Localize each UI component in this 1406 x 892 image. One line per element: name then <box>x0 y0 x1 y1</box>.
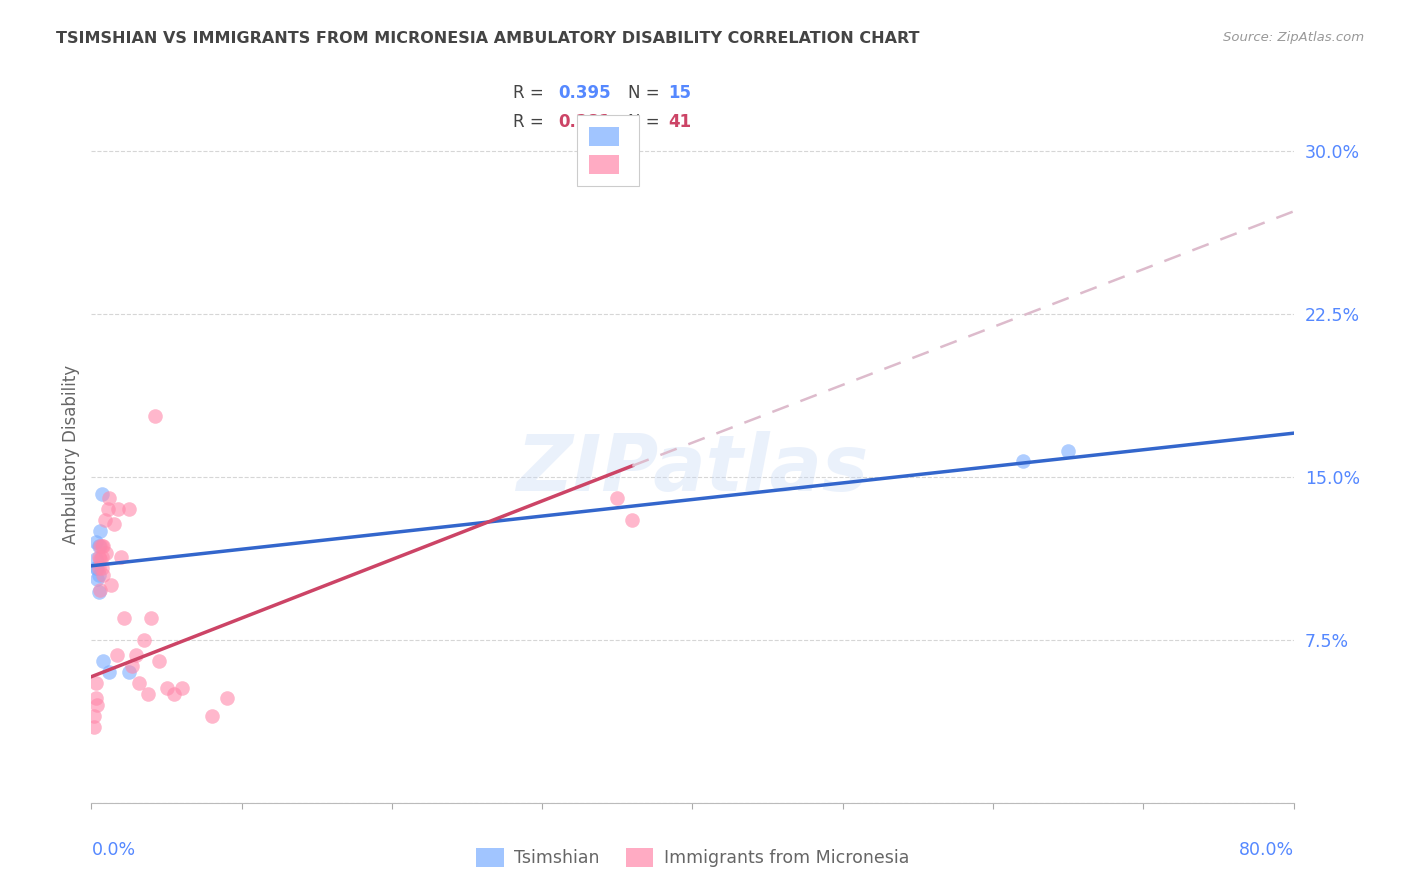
Point <box>86 698 108 712</box>
Point <box>90 487 112 501</box>
Point <box>103 517 125 532</box>
Point <box>90 539 112 553</box>
Point <box>84 676 107 690</box>
Point <box>89 539 111 553</box>
Point <box>87 550 110 565</box>
Point <box>141 611 163 625</box>
Text: 80.0%: 80.0% <box>1239 841 1294 859</box>
Point <box>87 567 110 582</box>
Point <box>155 681 177 695</box>
Point <box>143 409 166 423</box>
Point <box>118 665 141 680</box>
Y-axis label: Ambulatory Disability: Ambulatory Disability <box>62 366 80 544</box>
Text: 0.281: 0.281 <box>558 113 610 131</box>
Text: 41: 41 <box>668 113 690 131</box>
Point <box>121 658 143 673</box>
Text: R =: R = <box>513 113 550 131</box>
Point <box>107 502 129 516</box>
Point <box>93 655 115 669</box>
Point <box>118 502 141 516</box>
Point <box>86 572 108 586</box>
Point <box>93 539 115 553</box>
Point <box>97 502 120 516</box>
Text: R =: R = <box>513 84 550 102</box>
Point <box>170 681 193 695</box>
Point <box>84 552 107 566</box>
Point <box>84 535 107 549</box>
Text: Source: ZipAtlas.com: Source: ZipAtlas.com <box>1223 31 1364 45</box>
Point <box>89 582 111 597</box>
Legend: Tsimshian, Immigrants from Micronesia: Tsimshian, Immigrants from Micronesia <box>468 841 917 874</box>
Text: TSIMSHIAN VS IMMIGRANTS FROM MICRONESIA AMBULATORY DISABILITY CORRELATION CHART: TSIMSHIAN VS IMMIGRANTS FROM MICRONESIA … <box>56 31 920 46</box>
Point <box>215 691 238 706</box>
Text: 0.0%: 0.0% <box>91 841 135 859</box>
Point <box>621 513 644 527</box>
Point <box>98 491 121 506</box>
Point <box>110 550 132 565</box>
Point <box>90 561 112 575</box>
Text: N =: N = <box>628 113 665 131</box>
Point <box>1012 454 1035 468</box>
Point <box>98 665 121 680</box>
Point <box>90 550 112 565</box>
Point <box>105 648 128 662</box>
Point <box>100 578 122 592</box>
Point <box>93 567 115 582</box>
Point <box>132 632 155 647</box>
Point <box>84 561 107 575</box>
Point <box>87 585 110 599</box>
Point <box>87 561 110 575</box>
Point <box>84 691 107 706</box>
Point <box>125 648 148 662</box>
Point <box>163 687 186 701</box>
Point <box>148 655 170 669</box>
Point <box>201 708 224 723</box>
Point <box>89 552 111 566</box>
Text: N =: N = <box>628 84 665 102</box>
Point <box>83 720 105 734</box>
Text: ZIPatlas: ZIPatlas <box>516 431 869 507</box>
Point <box>86 561 108 575</box>
Text: 15: 15 <box>668 84 690 102</box>
Point <box>1057 443 1080 458</box>
Point <box>94 513 117 527</box>
Point <box>114 611 136 625</box>
Point <box>89 524 111 538</box>
Text: 0.395: 0.395 <box>558 84 610 102</box>
Point <box>138 687 160 701</box>
Point <box>87 539 110 553</box>
Point <box>83 708 105 723</box>
Point <box>606 491 628 506</box>
Point <box>128 676 150 690</box>
Point <box>96 546 118 560</box>
